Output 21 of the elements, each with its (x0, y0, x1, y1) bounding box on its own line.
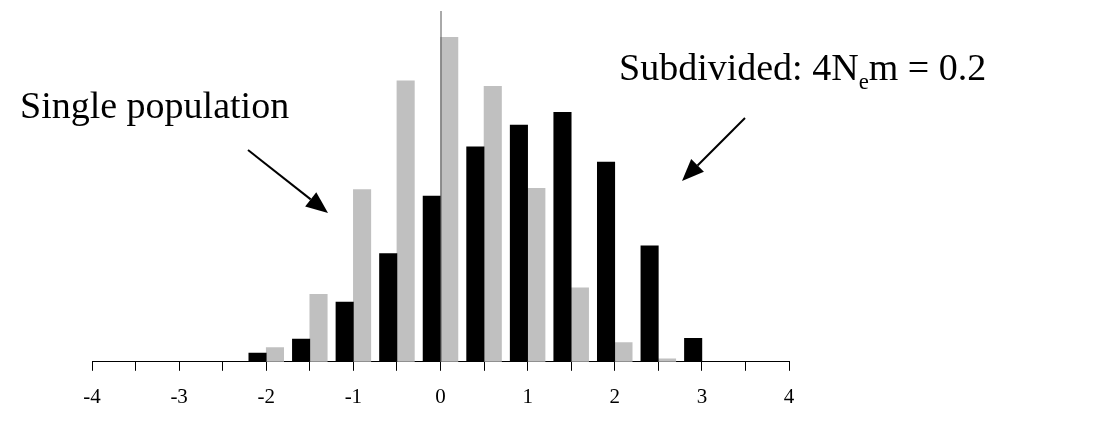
bar (527, 188, 546, 362)
bar (614, 342, 633, 362)
bar (396, 80, 415, 362)
x-tick-label: 4 (783, 383, 795, 408)
bar (265, 347, 285, 362)
x-tick-label: 2 (609, 383, 620, 408)
bar (309, 293, 328, 362)
x-tick-label: -4 (83, 383, 102, 408)
bar (466, 146, 485, 362)
bar (570, 287, 589, 362)
bar (353, 189, 372, 362)
bar (483, 86, 502, 362)
x-tick-label: -2 (257, 383, 275, 408)
x-tick-label: -3 (170, 383, 188, 408)
bar (422, 195, 441, 362)
annotation: Single population (20, 84, 290, 126)
annotation: Subdivided: 4N$_{e}$m = 0.2 (619, 46, 987, 94)
x-tick-label: 0 (435, 383, 446, 408)
x-tick-label: 3 (696, 383, 708, 408)
x-tick-label: -1 (344, 383, 363, 408)
x-tick-label: 1 (522, 383, 533, 408)
